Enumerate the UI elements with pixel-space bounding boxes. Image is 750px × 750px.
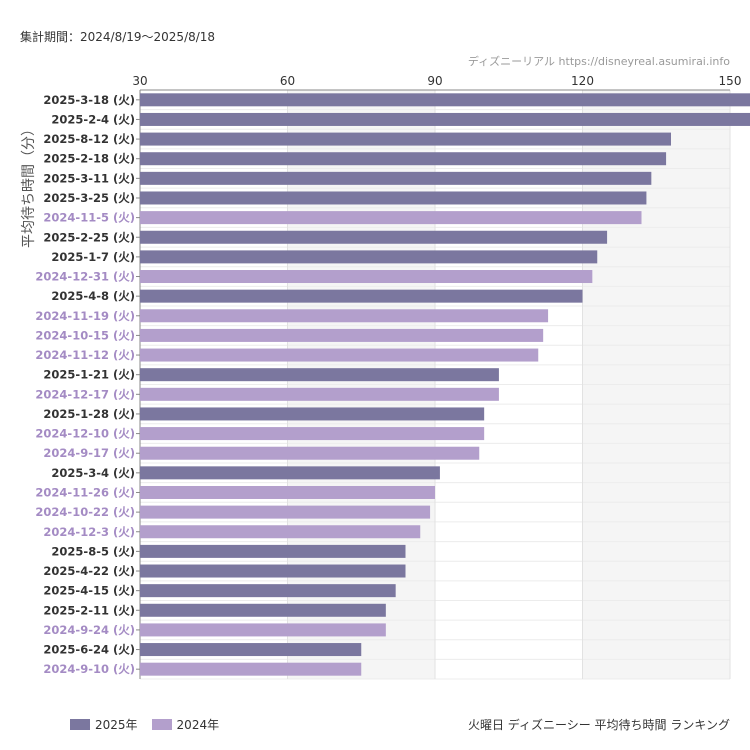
category-label: 2025-3-18 (火): [43, 93, 135, 107]
bar: [140, 132, 671, 146]
category-label: 2025-4-8 (火): [51, 289, 135, 303]
x-tick-label: 120: [571, 74, 594, 88]
bar: [140, 171, 652, 185]
bar: [140, 250, 598, 264]
category-label: 2024-11-5 (火): [43, 211, 135, 225]
y-axis-title: 平均待ち時間（分）: [21, 122, 37, 248]
bar: [140, 112, 750, 126]
category-label: 2024-9-10 (火): [43, 662, 135, 676]
bar: [140, 584, 396, 598]
category-label: 2025-2-25 (火): [43, 230, 135, 244]
category-label: 2024-9-24 (火): [43, 623, 135, 637]
x-tick-label: 60: [280, 74, 295, 88]
bar: [140, 427, 485, 441]
bar: [140, 623, 386, 637]
category-label: 2024-9-17 (火): [43, 446, 135, 460]
category-label: 2024-12-17 (火): [35, 387, 135, 401]
bar: [140, 446, 480, 460]
category-label: 2024-12-31 (火): [35, 270, 135, 284]
category-label: 2024-10-15 (火): [35, 328, 135, 342]
bar: [140, 407, 485, 421]
bar: [140, 505, 431, 519]
category-label: 2025-3-4 (火): [51, 466, 135, 480]
category-label: 2025-2-18 (火): [43, 152, 135, 166]
x-tick-label: 150: [719, 74, 742, 88]
bar: [140, 525, 421, 539]
bar: [140, 466, 440, 480]
bar: [140, 387, 499, 401]
category-label: 2025-8-5 (火): [51, 544, 135, 558]
legend-label-2025: 2025年: [95, 718, 138, 732]
category-label: 2025-4-22 (火): [43, 564, 135, 578]
bar: [140, 93, 750, 107]
bar: [140, 368, 499, 382]
category-label: 2024-11-19 (火): [35, 309, 135, 323]
category-label: 2025-8-12 (火): [43, 132, 135, 146]
category-label: 2025-1-28 (火): [43, 407, 135, 421]
aggregation-period: 集計期間：2024/8/19〜2025/8/18: [20, 30, 216, 44]
bar: [140, 544, 406, 558]
category-label: 2025-3-25 (火): [43, 191, 135, 205]
legend-label-2024: 2024年: [176, 718, 220, 732]
bar: [140, 270, 593, 284]
category-label: 2024-11-12 (火): [35, 348, 135, 362]
category-label: 2025-4-15 (火): [43, 584, 135, 598]
category-label: 2025-1-21 (火): [43, 368, 135, 382]
bar: [140, 348, 539, 362]
x-tick-label: 90: [427, 74, 442, 88]
legend-swatch-2025: [70, 719, 90, 730]
category-label: 2025-1-7 (火): [51, 250, 135, 264]
x-tick-label: 30: [132, 74, 147, 88]
bar: [140, 603, 386, 617]
category-label: 2025-6-24 (火): [43, 643, 135, 657]
bar: [140, 211, 642, 225]
category-label: 2024-12-10 (火): [35, 427, 135, 441]
category-label: 2025-2-4 (火): [51, 112, 135, 126]
chart-footer-title: 火曜日 ディズニーシー 平均待ち時間 ランキング: [467, 718, 730, 732]
site-watermark: ディズニーリアル https://disneyreal.asumirai.inf…: [467, 55, 730, 68]
category-label: 2025-3-11 (火): [43, 171, 135, 185]
chart-legend: 2025年 2024年: [70, 716, 219, 733]
bar: [140, 564, 406, 578]
category-label: 2025-2-11 (火): [43, 603, 135, 617]
bar: [140, 289, 583, 303]
bar: [140, 191, 647, 205]
legend-swatch-2024: [151, 719, 172, 730]
category-label: 2024-12-3 (火): [43, 525, 135, 539]
bar: [140, 485, 435, 499]
bar: [140, 662, 362, 676]
category-label: 2024-10-22 (火): [35, 505, 135, 519]
bar: [140, 309, 549, 323]
bar: [140, 643, 362, 657]
legend-item-2025[interactable]: 2025年: [70, 716, 138, 733]
legend-item-2024[interactable]: 2024年: [151, 716, 220, 733]
bar: [140, 230, 608, 244]
bar: [140, 152, 667, 166]
bar: [140, 328, 544, 342]
category-label: 2024-11-26 (火): [35, 485, 135, 499]
